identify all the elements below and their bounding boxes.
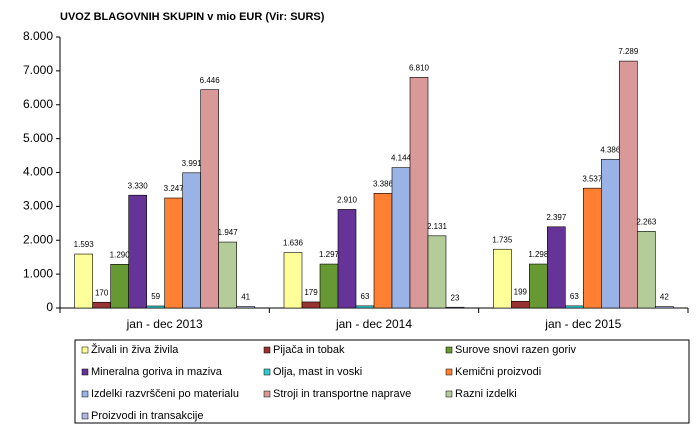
bar bbox=[583, 187, 602, 309]
bar bbox=[236, 306, 255, 309]
legend-marker bbox=[81, 346, 89, 354]
legend-marker bbox=[263, 390, 271, 398]
legend-label: Razni izdelki bbox=[455, 388, 517, 400]
x-tick-label: jan - dec 2013 bbox=[126, 317, 203, 331]
bar bbox=[164, 197, 183, 309]
data-label: 1.735 bbox=[492, 235, 513, 244]
data-label: 170 bbox=[95, 288, 109, 297]
data-label: 1.290 bbox=[110, 250, 131, 259]
y-tick-label: 4.000 bbox=[23, 165, 53, 179]
data-label: 2.263 bbox=[636, 217, 657, 226]
y-tick-label: 8.000 bbox=[23, 29, 53, 43]
bar bbox=[373, 192, 393, 309]
legend-label: Surove snovi razen goriv bbox=[455, 344, 577, 356]
bar bbox=[283, 252, 303, 309]
data-label: 41 bbox=[241, 293, 250, 302]
bar bbox=[391, 167, 411, 309]
data-label: 6.810 bbox=[409, 63, 430, 72]
data-label: 63 bbox=[361, 292, 370, 301]
legend-marker bbox=[263, 346, 271, 354]
y-tick-label: 0 bbox=[46, 300, 53, 314]
chart-title: UVOZ BLAGOVNIH SKUPIN v mio EUR (Vir: SU… bbox=[60, 11, 325, 23]
data-label: 2.131 bbox=[427, 222, 448, 231]
data-label: 4.144 bbox=[391, 154, 412, 163]
data-label: 1.636 bbox=[283, 239, 304, 248]
data-label: 2.910 bbox=[337, 196, 358, 205]
data-label: 1.593 bbox=[74, 240, 95, 249]
data-label: 199 bbox=[514, 287, 528, 296]
bar bbox=[301, 301, 321, 309]
bar bbox=[146, 305, 165, 309]
data-label: 3.537 bbox=[582, 174, 603, 183]
y-tick-label: 6.000 bbox=[23, 97, 53, 111]
data-label: 3.330 bbox=[128, 181, 149, 190]
data-label: 1.297 bbox=[319, 250, 340, 259]
legend-marker bbox=[445, 346, 453, 354]
data-label: 63 bbox=[570, 292, 579, 301]
legend-marker bbox=[445, 390, 453, 398]
data-label: 42 bbox=[660, 293, 669, 302]
bar bbox=[218, 241, 237, 309]
legend-label: Pijača in tobak bbox=[273, 344, 345, 356]
bar bbox=[565, 305, 584, 309]
bar bbox=[319, 263, 339, 309]
data-label: 3.247 bbox=[164, 184, 185, 193]
legend-marker bbox=[445, 368, 453, 376]
legend-label: Mineralna goriva in maziva bbox=[91, 366, 223, 378]
legend-marker bbox=[81, 368, 89, 376]
legend-marker bbox=[81, 412, 89, 420]
legend-marker bbox=[263, 368, 271, 376]
bar bbox=[655, 306, 674, 309]
legend-label: Proizvodi in transakcije bbox=[91, 410, 204, 422]
bar bbox=[637, 231, 656, 309]
bar bbox=[529, 263, 548, 309]
data-label: 179 bbox=[304, 288, 318, 297]
bar bbox=[355, 305, 375, 309]
x-tick-label: jan - dec 2014 bbox=[335, 317, 412, 331]
bar bbox=[601, 159, 620, 309]
data-label: 59 bbox=[151, 292, 160, 301]
data-label: 4.386 bbox=[600, 146, 621, 155]
bar bbox=[337, 209, 357, 309]
bar bbox=[493, 248, 512, 309]
data-label: 3.991 bbox=[182, 159, 203, 168]
data-label: 6.446 bbox=[200, 76, 221, 85]
bar bbox=[182, 172, 201, 309]
y-tick-label: 1.000 bbox=[23, 266, 53, 280]
bar bbox=[128, 194, 147, 309]
data-label: 1.298 bbox=[528, 250, 549, 259]
data-label: 7.289 bbox=[618, 47, 639, 56]
y-tick-label: 2.000 bbox=[23, 232, 53, 246]
bar bbox=[110, 264, 129, 309]
data-label: 2.397 bbox=[546, 213, 567, 222]
bar bbox=[547, 226, 566, 309]
bar bbox=[92, 301, 111, 309]
data-label: 23 bbox=[451, 293, 460, 302]
data-label: 1.947 bbox=[218, 228, 239, 237]
legend-marker bbox=[81, 390, 89, 398]
legend-label: Kemični proizvodi bbox=[455, 366, 541, 378]
legend-label: Izdelki razvrščeni po materialu bbox=[91, 388, 239, 400]
bar bbox=[511, 300, 530, 309]
bar bbox=[74, 253, 93, 309]
bar bbox=[445, 306, 465, 309]
legend-label: Stroji in transportne naprave bbox=[273, 388, 411, 400]
data-label: 3.386 bbox=[373, 179, 394, 188]
y-tick-label: 5.000 bbox=[23, 131, 53, 145]
legend-label: Olja, mast in voski bbox=[273, 366, 362, 378]
x-tick-label: jan - dec 2015 bbox=[544, 317, 621, 331]
legend-box bbox=[74, 339, 690, 424]
bar bbox=[427, 235, 447, 309]
bar bbox=[409, 77, 429, 309]
y-tick-label: 7.000 bbox=[23, 63, 53, 77]
bar bbox=[619, 60, 638, 309]
y-tick-label: 3.000 bbox=[23, 199, 53, 213]
legend-label: Živali in živa živila bbox=[91, 343, 179, 356]
bar bbox=[200, 89, 219, 309]
